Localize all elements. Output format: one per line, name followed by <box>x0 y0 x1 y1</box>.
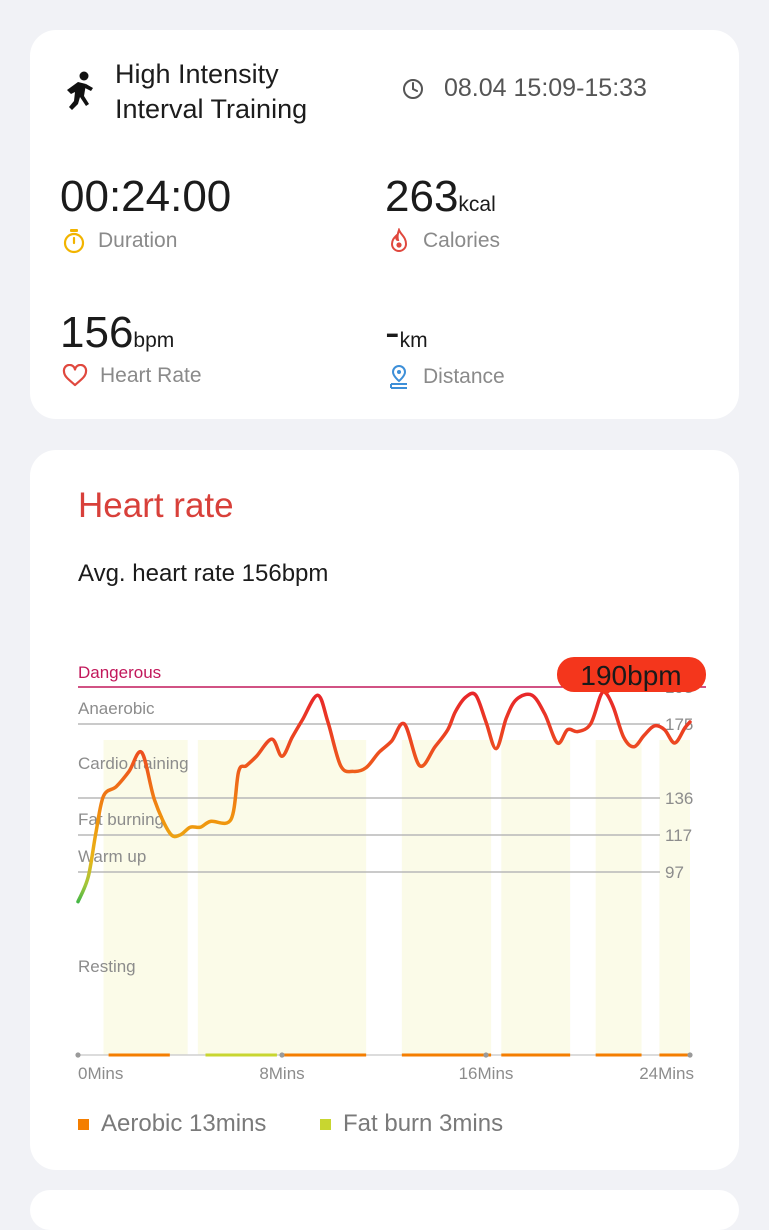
workout-title: High Intensity Interval Training <box>115 57 307 127</box>
zone-duration-segment <box>659 1053 690 1057</box>
calories-value-row: 263kcal <box>385 174 496 228</box>
heart-rate-value-row: 156bpm <box>60 310 174 364</box>
x-tick-dot <box>75 1052 81 1058</box>
heart-rate-section-title: Heart rate <box>78 486 234 525</box>
x-tick-dot <box>687 1052 693 1058</box>
heart-rate-label: Heart Rate <box>100 364 202 387</box>
workout-title-line1: High Intensity <box>115 59 279 89</box>
workout-summary-card: High Intensity Interval Training 08.04 1… <box>30 30 739 419</box>
next-card-peek <box>30 1190 739 1230</box>
heart-rate-label-row: Heart Rate <box>62 364 202 388</box>
heart-icon <box>62 364 88 387</box>
workout-title-line2: Interval Training <box>115 94 308 124</box>
zone-label: Warm up <box>78 847 146 866</box>
duration-label-row: Duration <box>62 228 177 254</box>
legend-aerobic-label: Aerobic 13mins <box>101 1110 267 1137</box>
legend-fat-burn-label: Fat burn 3mins <box>343 1110 504 1137</box>
zone-duration-segments <box>108 1053 690 1057</box>
y-tick-label: 136 <box>665 789 693 808</box>
zone-label: Anaerobic <box>78 699 155 718</box>
x-tick-label: 24Mins <box>639 1064 694 1083</box>
duration-label: Duration <box>98 229 178 252</box>
stopwatch-icon <box>63 229 85 254</box>
legend-fat-burn-swatch <box>320 1118 331 1130</box>
zone-band <box>595 740 642 1055</box>
distance-unit: km <box>399 329 428 352</box>
workout-time-range: 08.04 15:09-15:33 <box>444 74 647 102</box>
zone-label: Fat burning <box>78 810 164 829</box>
distance-value-row: -km <box>385 310 428 364</box>
x-ticks: 0Mins 8Mins 16Mins 24Mins <box>75 1052 694 1083</box>
zone-band <box>501 740 571 1055</box>
peak-badge-pointer <box>598 690 613 696</box>
heart-rate-card: Heart rate Avg. heart rate 156bpm Danger… <box>30 450 739 1170</box>
zone-duration-segment <box>401 1053 492 1057</box>
x-tick-dot <box>483 1052 489 1058</box>
clock-icon <box>403 79 423 99</box>
peak-marker: 190bpm <box>557 657 706 696</box>
zone-duration-segment <box>282 1053 367 1057</box>
heart-rate-value: 156 <box>60 308 134 357</box>
legend-fat-burn: Fat burn 3mins <box>320 1110 503 1138</box>
calories-value: 263 <box>385 172 459 221</box>
distance-value: - <box>385 308 400 357</box>
calories-unit: kcal <box>458 193 496 216</box>
zone-band <box>197 740 367 1055</box>
zone-label: Dangerous <box>78 663 161 682</box>
x-tick-label: 8Mins <box>259 1064 304 1083</box>
zone-duration-segment <box>108 1053 170 1057</box>
heart-rate-unit: bpm <box>133 329 175 352</box>
x-tick-label: 16Mins <box>459 1064 514 1083</box>
duration-value: 00:24:00 <box>60 172 232 221</box>
legend-aerobic: Aerobic 13mins <box>78 1110 266 1138</box>
zone-band <box>659 740 690 1055</box>
distance-label: Distance <box>423 365 505 388</box>
y-tick-label: 175 <box>665 715 693 734</box>
y-tick-label: 117 <box>665 826 692 845</box>
flame-icon <box>390 228 408 252</box>
calories-label: Calories <box>423 229 501 252</box>
avg-heart-rate-text: Avg. heart rate 156bpm <box>78 560 329 587</box>
location-pin-icon <box>390 364 407 389</box>
y-tick-label: 97 <box>665 863 684 882</box>
peak-badge <box>557 657 706 692</box>
zone-label: Resting <box>78 957 136 976</box>
zone-duration-segment <box>595 1053 642 1057</box>
zone-duration-segment <box>205 1053 277 1057</box>
zone-band <box>103 740 188 1055</box>
zone-bands <box>103 740 690 1055</box>
zone-band <box>401 740 492 1055</box>
running-person-icon <box>67 71 93 110</box>
peak-badge-label: 190bpm <box>580 660 681 691</box>
legend-aerobic-swatch <box>78 1118 89 1130</box>
zone-duration-segment <box>501 1053 571 1057</box>
calories-label-row: Calories <box>387 228 500 254</box>
x-tick-label: 0Mins <box>78 1064 123 1083</box>
x-tick-dot <box>279 1052 285 1058</box>
distance-label-row: Distance <box>387 364 505 390</box>
